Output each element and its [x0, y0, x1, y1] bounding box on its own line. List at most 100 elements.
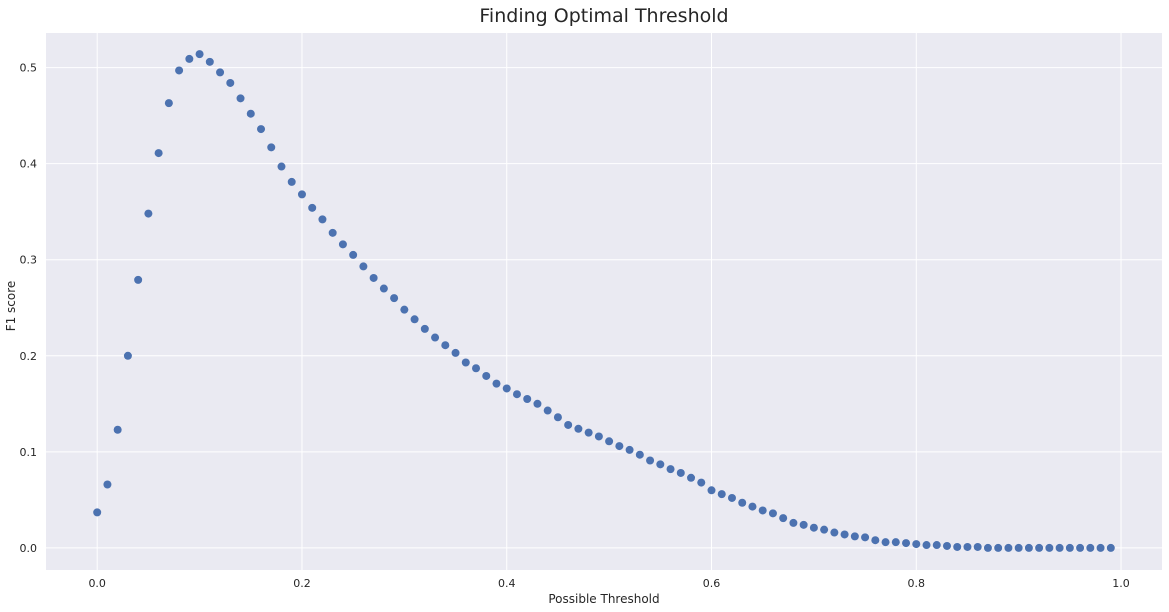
data-point — [748, 502, 757, 511]
data-point — [512, 390, 521, 399]
data-point — [451, 348, 460, 357]
data-point — [912, 540, 921, 549]
data-point — [441, 341, 450, 350]
data-point — [369, 273, 378, 282]
data-point — [850, 532, 859, 541]
data-point — [973, 542, 982, 551]
data-point — [994, 543, 1003, 552]
data-point — [185, 54, 194, 63]
data-point — [564, 420, 573, 429]
data-point — [359, 262, 368, 271]
data-point — [257, 125, 266, 134]
data-point — [1096, 543, 1105, 552]
data-point — [349, 250, 358, 259]
data-point — [1076, 543, 1085, 552]
y-tick-label: 0.5 — [20, 62, 38, 75]
data-point — [93, 508, 102, 517]
data-point — [492, 379, 501, 388]
x-tick-label: 0.6 — [703, 577, 721, 590]
data-point — [328, 228, 337, 237]
data-point — [154, 149, 163, 158]
data-point — [953, 542, 962, 551]
x-axis-label: Possible Threshold — [548, 592, 659, 606]
data-point — [246, 109, 255, 118]
y-tick-label: 0.2 — [20, 350, 38, 363]
data-point — [318, 215, 327, 224]
data-point — [338, 240, 347, 249]
data-point — [195, 50, 204, 59]
data-point — [379, 284, 388, 293]
data-point — [113, 425, 122, 434]
data-point — [134, 275, 143, 284]
data-point — [594, 432, 603, 441]
data-point — [523, 395, 532, 404]
data-point — [144, 209, 153, 218]
data-point — [1024, 543, 1033, 552]
data-point — [1106, 543, 1115, 552]
grid-lines — [46, 33, 1162, 570]
data-point — [891, 538, 900, 547]
data-point — [820, 525, 829, 534]
y-tick-label: 0.0 — [20, 542, 38, 555]
data-point — [533, 399, 542, 408]
data-point — [1086, 543, 1095, 552]
data-point — [942, 541, 951, 550]
x-tick-label: 0.4 — [498, 577, 516, 590]
x-tick-labels: 0.0 0.2 0.4 0.6 0.8 1.0 — [88, 577, 1129, 590]
data-point — [727, 493, 736, 502]
data-point — [768, 509, 777, 518]
data-point — [164, 99, 173, 108]
data-point — [687, 473, 696, 482]
data-point — [1055, 543, 1064, 552]
data-point — [267, 143, 276, 152]
data-point — [175, 66, 184, 75]
data-point — [697, 478, 706, 487]
data-point — [574, 424, 583, 433]
data-point — [861, 533, 870, 542]
data-point — [809, 523, 818, 532]
data-point — [646, 456, 655, 465]
x-tick-label: 0.8 — [908, 577, 926, 590]
y-tick-labels: 0.0 0.1 0.2 0.3 0.4 0.5 — [20, 62, 38, 555]
data-point — [584, 428, 593, 437]
data-point — [226, 78, 235, 87]
data-point — [400, 305, 409, 314]
data-point — [390, 294, 399, 303]
y-axis-label: F1 score — [4, 281, 18, 332]
data-point — [1004, 543, 1013, 552]
data-point — [983, 543, 992, 552]
data-point — [932, 541, 941, 550]
data-point — [738, 498, 747, 507]
data-point — [881, 538, 890, 547]
data-point — [871, 536, 880, 545]
chart-title: Finding Optimal Threshold — [479, 5, 728, 27]
data-point — [431, 333, 440, 342]
data-points — [93, 50, 1115, 552]
x-tick-label: 1.0 — [1112, 577, 1130, 590]
y-tick-label: 0.4 — [20, 158, 38, 171]
data-point — [615, 442, 624, 451]
data-point — [1065, 543, 1074, 552]
data-point — [205, 57, 214, 66]
x-tick-label: 0.2 — [293, 577, 311, 590]
data-point — [277, 162, 286, 171]
data-point — [287, 177, 296, 186]
data-point — [420, 324, 429, 333]
plot-area — [46, 33, 1162, 570]
y-tick-label: 0.1 — [20, 446, 38, 459]
data-point — [707, 486, 716, 495]
data-point — [103, 480, 112, 489]
data-point — [605, 437, 614, 446]
y-tick-label: 0.3 — [20, 254, 38, 267]
data-point — [123, 351, 132, 360]
data-point — [472, 364, 481, 373]
data-point — [717, 490, 726, 499]
data-point — [297, 190, 306, 199]
data-point — [963, 542, 972, 551]
data-point — [502, 384, 511, 393]
data-point — [216, 68, 225, 77]
data-point — [902, 539, 911, 548]
data-point — [789, 518, 798, 527]
data-point — [625, 445, 634, 454]
